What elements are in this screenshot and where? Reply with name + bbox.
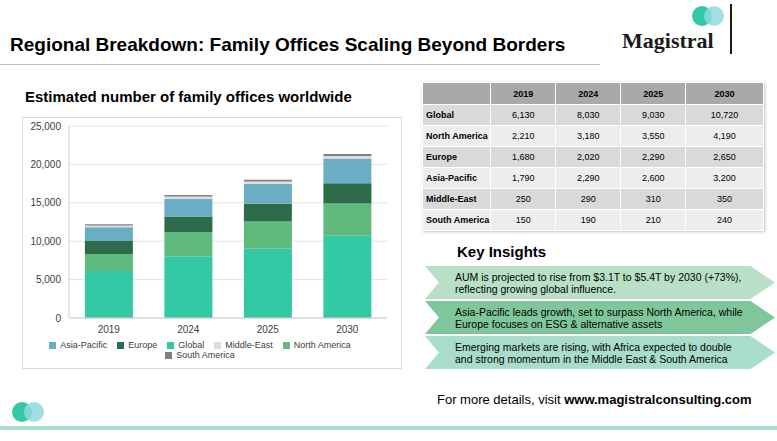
html-text:8,030: 8,030 — [576, 110, 600, 120]
html-text:Asia-Pacific: Asia-Pacific — [60, 340, 108, 350]
html-text:2,600: 2,600 — [642, 173, 665, 183]
svg-text:15,000: 15,000 — [30, 197, 61, 208]
html-text:1,680: 1,680 — [511, 152, 535, 162]
html-text:South America: South America — [176, 350, 235, 360]
svg-text:10,000: 10,000 — [30, 236, 61, 247]
svg-text:2019: 2019 — [98, 324, 121, 335]
html-text:2025: 2025 — [643, 88, 664, 99]
svg-text:2025: 2025 — [257, 324, 280, 335]
svg-text:25,000: 25,000 — [30, 121, 61, 132]
html-text:10,720: 10,720 — [710, 110, 739, 120]
html-text:2,210: 2,210 — [511, 131, 535, 141]
html-text:3,180: 3,180 — [576, 131, 600, 141]
html-text:250: 250 — [515, 194, 531, 204]
html-text:Global: Global — [426, 110, 454, 120]
html-text:For more details, visit www.ma: For more details, visit www.magistralcon… — [437, 392, 752, 407]
html-text:Global: Global — [178, 340, 205, 350]
html-text:2019: 2019 — [513, 88, 534, 99]
html-text:North America: North America — [293, 340, 351, 350]
html-text:Key Insights: Key Insights — [457, 243, 547, 260]
html-text:Asia-Pacific leads growth, set: Asia-Pacific leads growth, set to surpas… — [455, 305, 743, 330]
svg-text:5,000: 5,000 — [36, 274, 61, 285]
html-text:Asia-Pacific: Asia-Pacific — [426, 173, 477, 183]
html-text:350: 350 — [717, 194, 733, 204]
svg-text:20,000: 20,000 — [30, 159, 61, 170]
html-text:2030: 2030 — [714, 88, 735, 99]
html-text:3,550: 3,550 — [642, 131, 665, 141]
html-text:4,190: 4,190 — [713, 131, 736, 141]
html-text:150: 150 — [515, 215, 531, 225]
svg-text:2024: 2024 — [177, 324, 200, 335]
html-text:AUM is projected to rise from: AUM is projected to rise from $3.1T to $… — [455, 270, 742, 295]
html-text:Regional Breakdown: Family Off: Regional Breakdown: Family Offices Scali… — [10, 34, 566, 55]
svg-text:0: 0 — [55, 313, 61, 324]
html-text:290: 290 — [580, 194, 596, 204]
html-text:310: 310 — [645, 194, 661, 204]
html-text:Europe: Europe — [128, 340, 158, 350]
html-text:3,200: 3,200 — [713, 173, 736, 183]
html-text:190: 190 — [580, 215, 596, 225]
html-text:210: 210 — [645, 215, 661, 225]
html-text:North America: North America — [426, 131, 488, 141]
html-text:6,130: 6,130 — [511, 110, 535, 120]
html-text:Emerging markets are rising, w: Emerging markets are rising, with Africa… — [455, 340, 732, 365]
html-text:South America: South America — [426, 215, 490, 225]
html-text:2024: 2024 — [578, 88, 599, 99]
html-text:Estimated number of family off: Estimated number of family offices world… — [25, 88, 352, 105]
html-text:2,290: 2,290 — [576, 173, 600, 183]
html-text:9,030: 9,030 — [642, 110, 665, 120]
html-text:2,650: 2,650 — [713, 152, 736, 162]
html-text:Middle-East: Middle-East — [225, 340, 273, 350]
html-text:2,020: 2,020 — [576, 152, 600, 162]
html-text:Magistral: Magistral — [622, 28, 714, 53]
svg-text:2030: 2030 — [336, 324, 359, 335]
html-text:1,790: 1,790 — [511, 173, 535, 183]
html-text:240: 240 — [717, 215, 733, 225]
html-text:2,290: 2,290 — [642, 152, 665, 162]
html-text:Europe: Europe — [426, 152, 457, 162]
html-text:Middle-East: Middle-East — [426, 194, 477, 204]
